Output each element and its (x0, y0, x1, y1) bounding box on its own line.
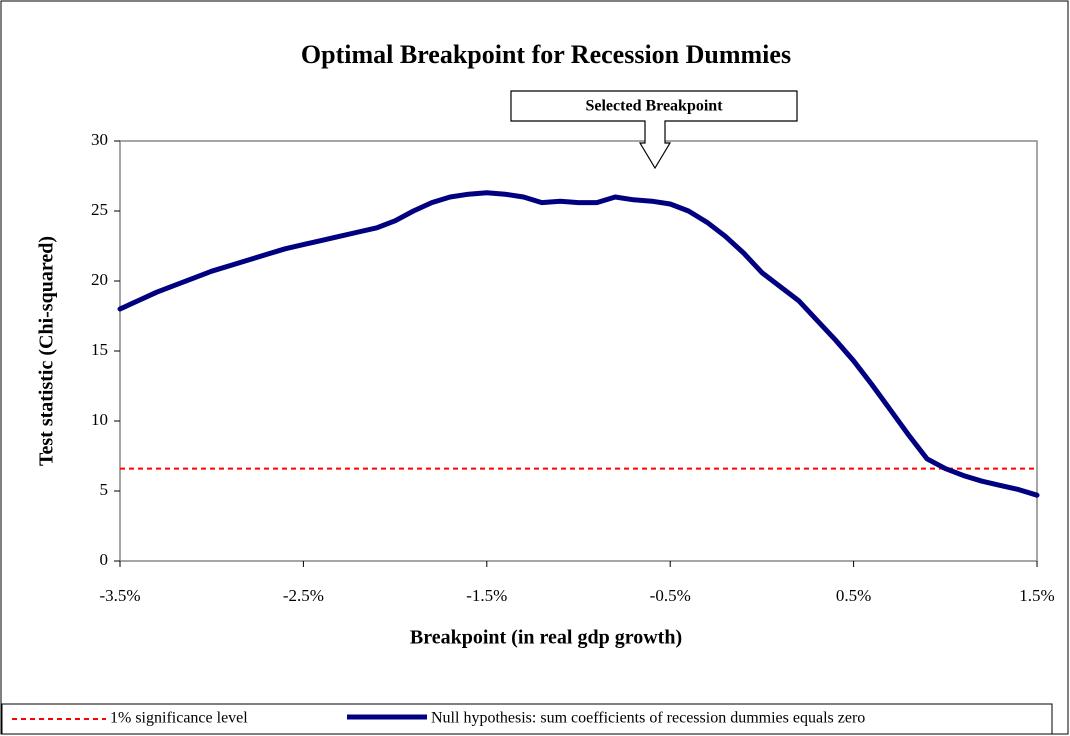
data-line (117, 190, 1040, 498)
legend (1, 703, 1053, 735)
x-tick-label: 1.5% (1019, 586, 1054, 605)
y-tick-label: 30 (91, 130, 108, 149)
x-tick-label: -0.5% (650, 586, 691, 605)
y-tick-label: 20 (91, 270, 108, 289)
x-tick-label: -1.5% (466, 586, 507, 605)
legend-label: Null hypothesis: sum coefficients of rec… (431, 710, 865, 727)
y-tick-label: 0 (100, 550, 109, 569)
y-tick-label: 10 (91, 410, 108, 429)
plot-area (119, 140, 1038, 562)
x-axis-label: Breakpoint (in real gdp growth) (410, 627, 682, 649)
chart-title: Optimal Breakpoint for Recession Dummies (301, 40, 791, 69)
annotation-callout (510, 90, 798, 170)
legend-label: 1% significance level (110, 710, 248, 727)
y-tick-label: 5 (100, 480, 109, 499)
annotation: Selected Breakpoint (585, 98, 723, 115)
y-axis-label: Test statistic (Chi-squared) (36, 236, 58, 466)
x-tick-label: 0.5% (836, 586, 871, 605)
y-tick-label: 15 (91, 340, 108, 359)
y-tick-label: 25 (91, 200, 108, 219)
x-tick-label: -3.5% (99, 586, 140, 605)
x-tick-label: -2.5% (283, 586, 324, 605)
